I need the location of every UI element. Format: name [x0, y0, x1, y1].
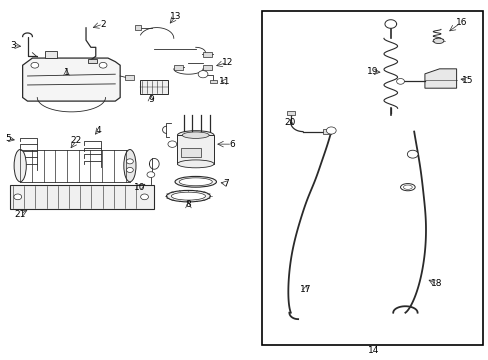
Ellipse shape: [177, 131, 214, 140]
Ellipse shape: [407, 150, 417, 158]
Text: 12: 12: [221, 58, 233, 67]
Ellipse shape: [175, 176, 216, 187]
Circle shape: [126, 159, 133, 164]
Text: 13: 13: [169, 12, 181, 21]
Ellipse shape: [432, 38, 443, 44]
Text: 17: 17: [299, 285, 310, 294]
Ellipse shape: [403, 185, 411, 189]
Circle shape: [31, 62, 39, 68]
Text: 7: 7: [223, 179, 228, 188]
Ellipse shape: [14, 149, 26, 182]
Circle shape: [326, 127, 335, 134]
Ellipse shape: [123, 149, 136, 182]
Text: 19: 19: [366, 67, 377, 76]
Circle shape: [126, 167, 133, 172]
Text: 4: 4: [95, 126, 101, 135]
Text: 8: 8: [185, 200, 191, 209]
Bar: [177, 135, 213, 164]
Ellipse shape: [166, 190, 210, 202]
Text: 5: 5: [5, 134, 11, 143]
Bar: [261, 12, 483, 345]
Circle shape: [147, 172, 155, 177]
Text: 9: 9: [148, 95, 153, 104]
Ellipse shape: [179, 178, 212, 186]
Polygon shape: [22, 58, 120, 101]
Ellipse shape: [400, 184, 414, 191]
Bar: [44, 51, 57, 58]
Circle shape: [14, 194, 21, 200]
Circle shape: [396, 78, 404, 84]
Text: 3: 3: [10, 41, 16, 50]
Bar: [125, 75, 134, 80]
Text: 2: 2: [100, 19, 106, 28]
Bar: [287, 111, 294, 116]
Circle shape: [167, 141, 176, 147]
Polygon shape: [424, 69, 456, 88]
Bar: [322, 129, 330, 134]
Bar: [181, 148, 200, 157]
Text: 6: 6: [229, 140, 235, 149]
Text: 21: 21: [15, 210, 26, 219]
Text: 20: 20: [284, 118, 295, 127]
Text: 15: 15: [461, 76, 472, 85]
Circle shape: [141, 194, 148, 200]
Ellipse shape: [177, 160, 214, 168]
Bar: [173, 65, 182, 69]
Text: 10: 10: [134, 183, 145, 192]
Bar: [203, 65, 211, 69]
Bar: [135, 25, 141, 30]
Text: 14: 14: [367, 346, 379, 355]
Text: 18: 18: [430, 279, 442, 288]
FancyBboxPatch shape: [140, 80, 167, 94]
Text: 1: 1: [63, 68, 69, 77]
Text: 16: 16: [455, 18, 466, 27]
Bar: [88, 59, 97, 63]
Circle shape: [198, 71, 207, 78]
Ellipse shape: [182, 132, 209, 138]
FancyBboxPatch shape: [10, 185, 154, 209]
Bar: [209, 80, 216, 83]
Text: 11: 11: [219, 77, 230, 86]
Bar: [203, 52, 211, 57]
Circle shape: [99, 62, 107, 68]
Text: 22: 22: [70, 136, 81, 145]
Ellipse shape: [171, 192, 205, 200]
